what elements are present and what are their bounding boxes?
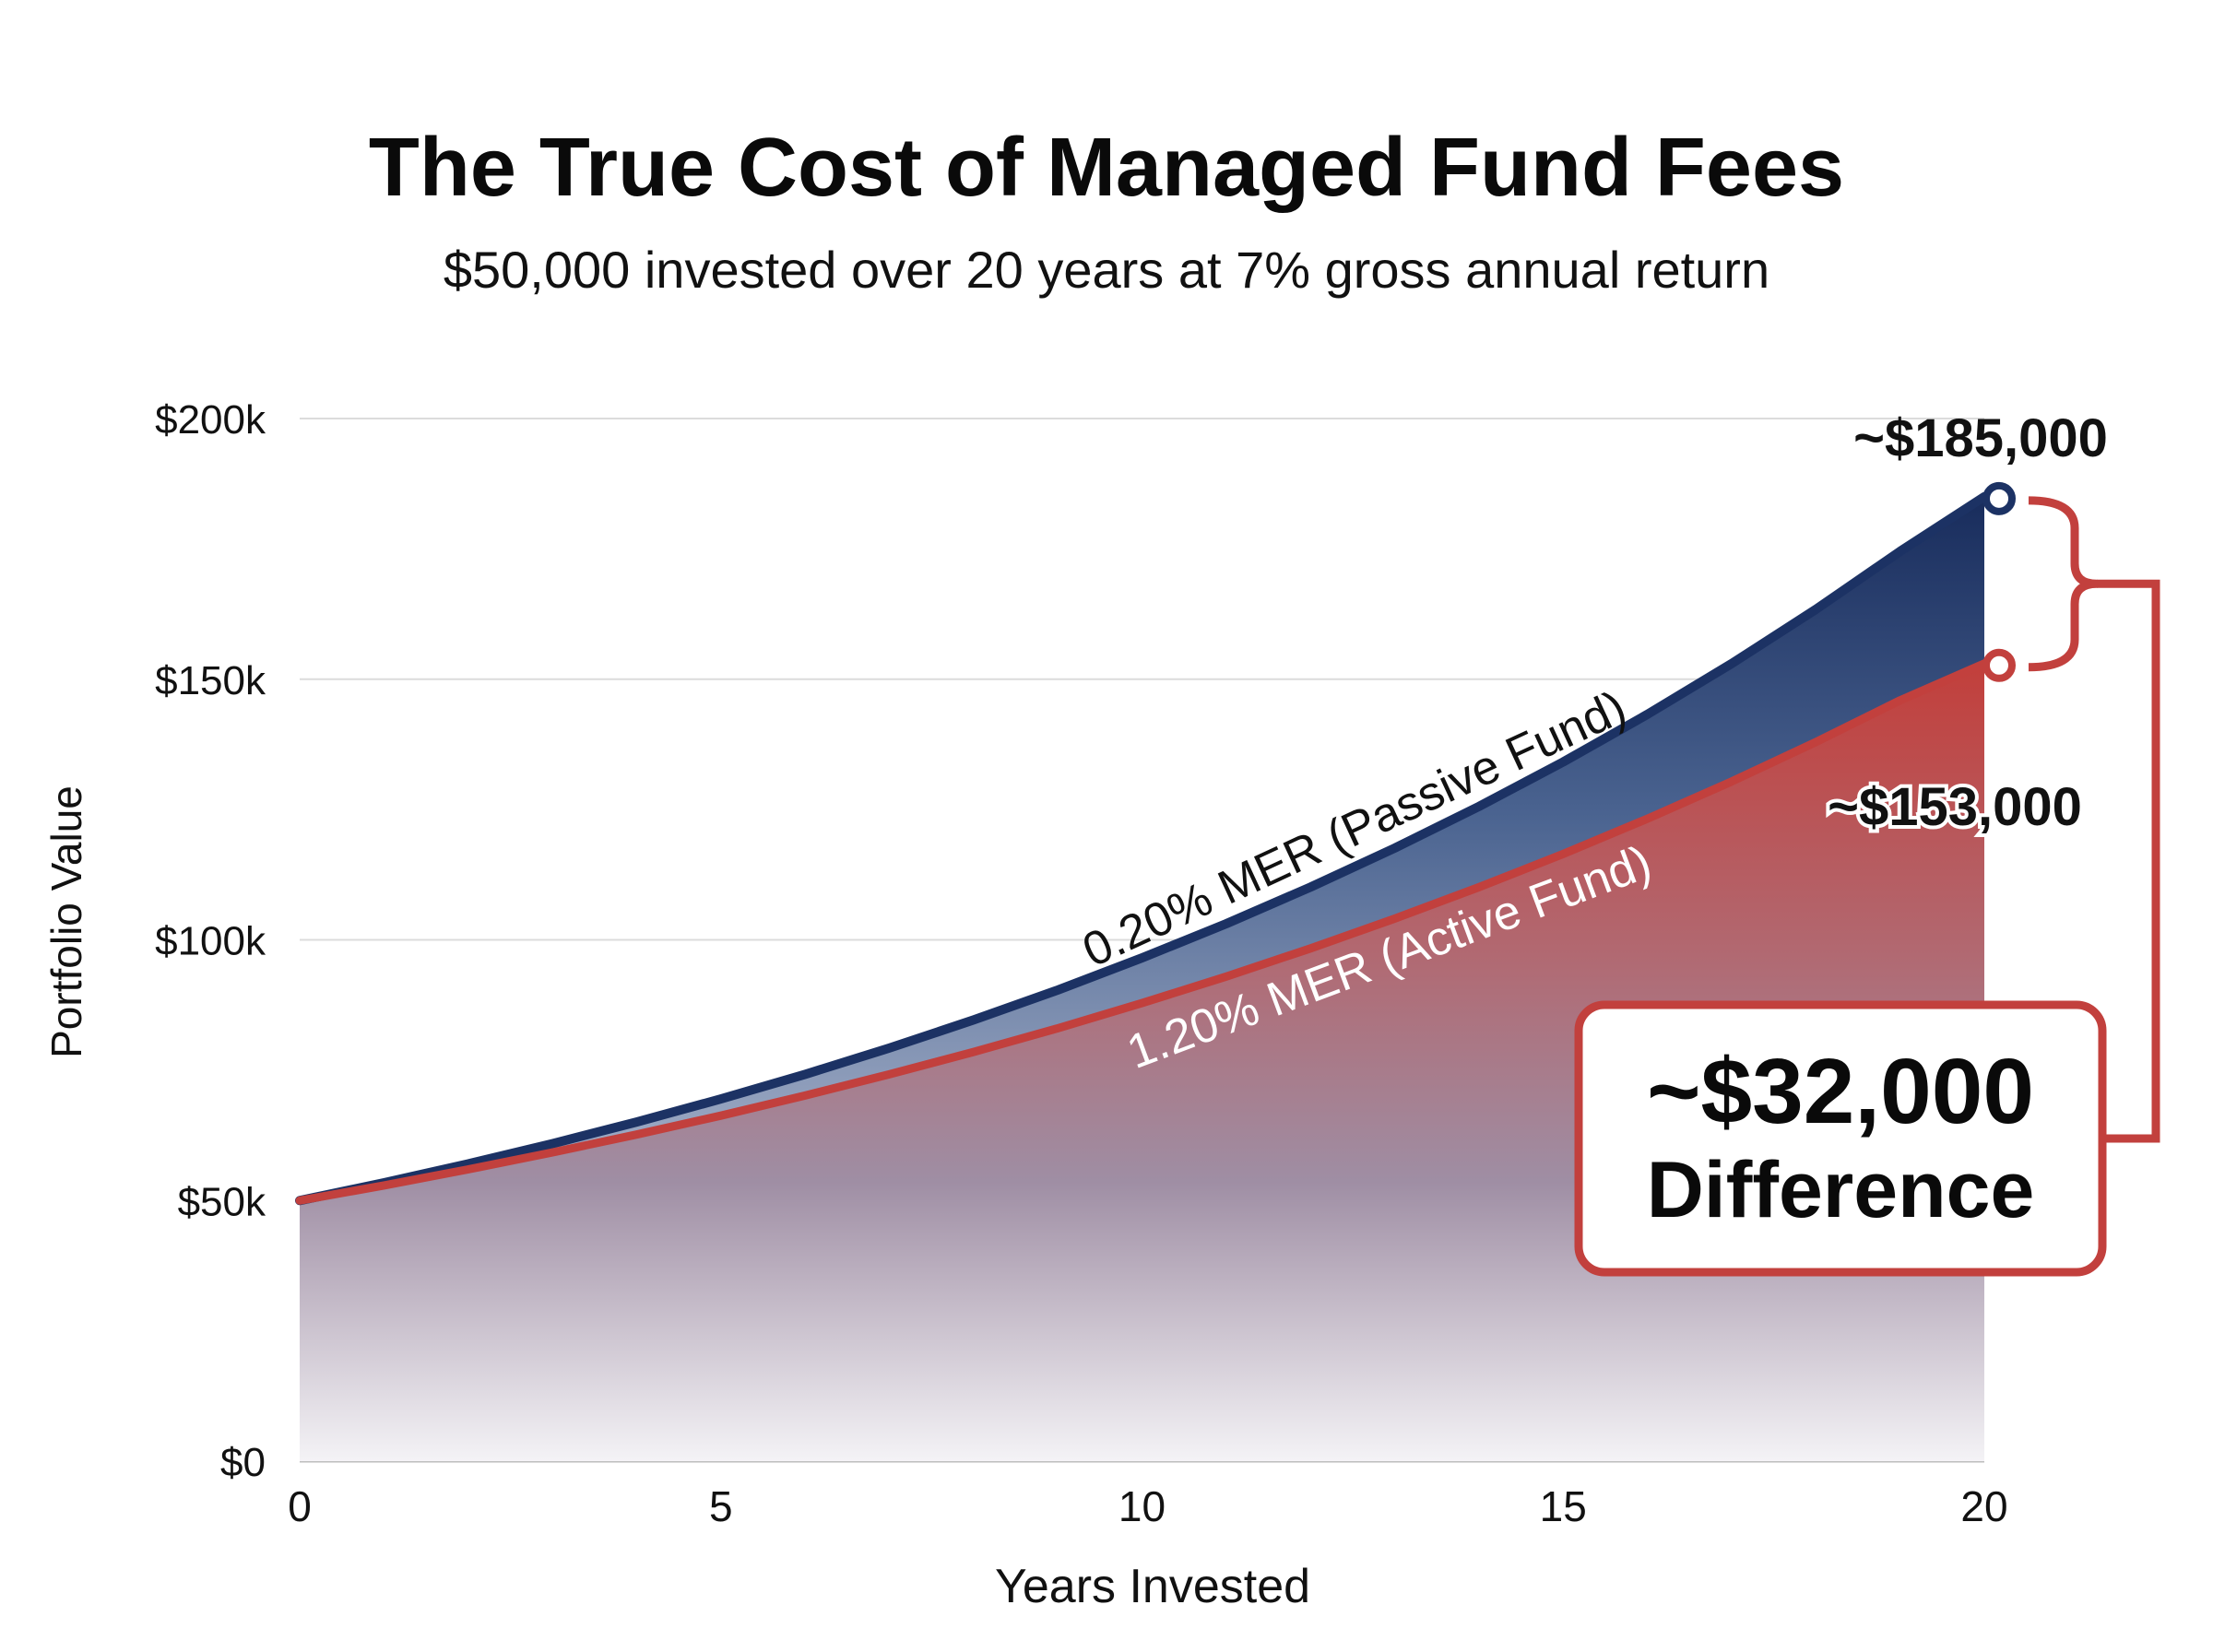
end-markers (1982, 481, 2016, 682)
active-end-label: ~$153,000 (1828, 777, 2082, 837)
active-line (295, 659, 1989, 1205)
difference-bracket (2097, 579, 2160, 1143)
active-area (300, 663, 1984, 1461)
difference-brace (2028, 496, 2101, 672)
y-axis-title: Portfolio Value (42, 785, 90, 1058)
difference-callout-box (1574, 1000, 2107, 1277)
x-tick-label: 5 (709, 1482, 733, 1530)
passive-end-label: ~$185,000 (1853, 408, 2108, 468)
y-tick-label: $50k (178, 1179, 266, 1224)
x-tick-label: 20 (1960, 1482, 2007, 1530)
chart-subtitle: $50,000 invested over 20 years at 7% gro… (444, 241, 1769, 299)
x-tick-label: 0 (288, 1482, 312, 1530)
y-tick-label: $200k (155, 397, 266, 442)
series-lines (295, 491, 1989, 1206)
y-tick-label: $100k (155, 919, 266, 964)
y-tick-label: $150k (155, 658, 266, 703)
passive-line (295, 491, 1989, 1206)
difference-value: ~$32,000 (1647, 1040, 2034, 1143)
x-tick-label: 15 (1540, 1482, 1587, 1530)
area-fills (300, 496, 1984, 1461)
active-end-marker (1982, 648, 2016, 682)
passive-end-marker (1982, 481, 2016, 515)
chart-title: The True Cost of Managed Fund Fees (369, 122, 1844, 214)
x-tick-label: 10 (1118, 1482, 1166, 1530)
x-axis-title: Years Invested (995, 1560, 1310, 1613)
y-tick-label: $0 (220, 1440, 266, 1485)
difference-label: Difference (1647, 1146, 2035, 1234)
axis-ticks: $0 $50k $100k $150k $200k 0 5 10 15 20 (155, 397, 2007, 1530)
